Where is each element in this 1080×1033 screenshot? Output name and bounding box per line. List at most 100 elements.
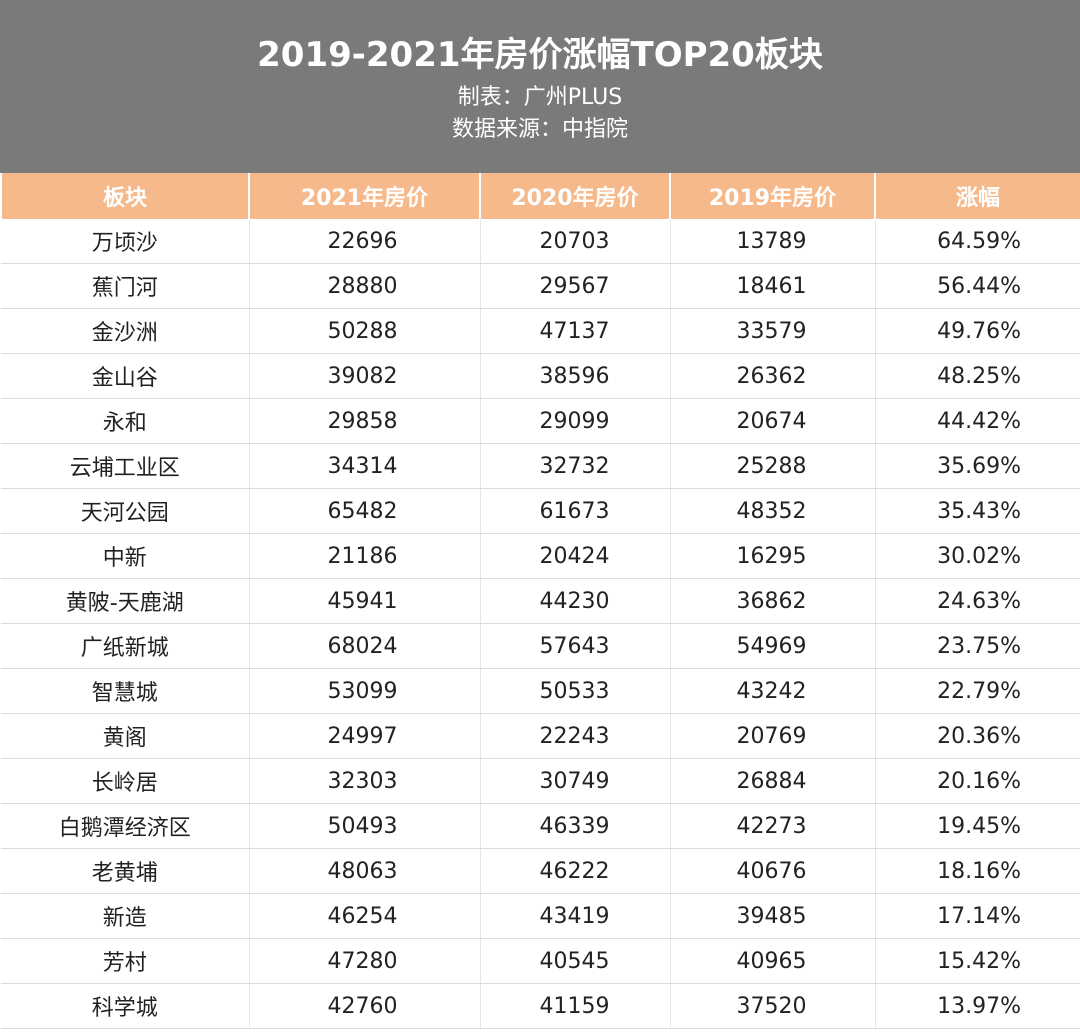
price-2019-cell: 37520 [669, 983, 875, 1029]
growth-cell: 30.02% [874, 533, 1080, 579]
table-row: 永和 29858 29099 20674 44.42% [1, 398, 1080, 444]
growth-cell: 48.25% [874, 353, 1080, 399]
district-cell: 中新 [1, 533, 249, 579]
district-cell: 云埔工业区 [1, 443, 249, 489]
district-cell: 黄陂-天鹿湖 [1, 578, 249, 624]
price-2021-cell: 50493 [248, 803, 480, 849]
price-2021-cell: 46254 [248, 893, 480, 939]
table-row: 天河公园 65482 61673 48352 35.43% [1, 488, 1080, 534]
price-2020-cell: 57643 [479, 623, 670, 669]
price-2019-cell: 20674 [669, 398, 875, 444]
price-2021-cell: 21186 [248, 533, 480, 579]
district-cell: 黄阁 [1, 713, 249, 759]
district-cell: 金山谷 [1, 353, 249, 399]
price-2021-cell: 32303 [248, 758, 480, 804]
district-cell: 万顷沙 [1, 219, 249, 264]
growth-cell: 35.43% [874, 488, 1080, 534]
growth-cell: 19.45% [874, 803, 1080, 849]
district-cell: 白鹅潭经济区 [1, 803, 249, 849]
price-2019-cell: 20769 [669, 713, 875, 759]
price-2021-cell: 53099 [248, 668, 480, 714]
growth-cell: 56.44% [874, 263, 1080, 309]
table-row: 云埔工业区 34314 32732 25288 35.69% [1, 443, 1080, 489]
price-2019-cell: 18461 [669, 263, 875, 309]
page-title: 2019-2021年房价涨幅TOP20板块 [257, 35, 823, 75]
growth-cell: 20.36% [874, 713, 1080, 759]
price-2021-cell: 48063 [248, 848, 480, 894]
price-table: 板块 2021年房价 2020年房价 2019年房价 涨幅 万顷沙 22696 20… [0, 173, 1080, 1029]
growth-cell: 23.75% [874, 623, 1080, 669]
price-2020-cell: 40545 [479, 938, 670, 984]
growth-cell: 44.42% [874, 398, 1080, 444]
price-2021-cell: 50288 [248, 308, 480, 354]
price-2021-cell: 28880 [248, 263, 480, 309]
price-2021-cell: 24997 [248, 713, 480, 759]
price-2021-cell: 34314 [248, 443, 480, 489]
table-row: 黄阁 24997 22243 20769 20.36% [1, 713, 1080, 759]
table-row: 金山谷 39082 38596 26362 48.25% [1, 353, 1080, 399]
column-header-district: 板块 [0, 173, 250, 219]
price-2020-cell: 30749 [479, 758, 670, 804]
growth-cell: 13.97% [874, 983, 1080, 1029]
table-row: 芳村 47280 40545 40965 15.42% [1, 938, 1080, 984]
price-2019-cell: 54969 [669, 623, 875, 669]
table-row: 蕉门河 28880 29567 18461 56.44% [1, 263, 1080, 309]
price-2019-cell: 42273 [669, 803, 875, 849]
price-2019-cell: 39485 [669, 893, 875, 939]
growth-cell: 18.16% [874, 848, 1080, 894]
price-2021-cell: 39082 [248, 353, 480, 399]
price-2020-cell: 38596 [479, 353, 670, 399]
price-2020-cell: 43419 [479, 893, 670, 939]
table-row: 老黄埔 48063 46222 40676 18.16% [1, 848, 1080, 894]
growth-cell: 24.63% [874, 578, 1080, 624]
table-row: 万顷沙 22696 20703 13789 64.59% [1, 219, 1080, 264]
price-2020-cell: 20424 [479, 533, 670, 579]
growth-cell: 35.69% [874, 443, 1080, 489]
table-row: 长岭居 32303 30749 26884 20.16% [1, 758, 1080, 804]
growth-cell: 64.59% [874, 219, 1080, 264]
table-row: 金沙洲 50288 47137 33579 49.76% [1, 308, 1080, 354]
column-header-growth: 涨幅 [874, 173, 1080, 219]
district-cell: 广纸新城 [1, 623, 249, 669]
district-cell: 永和 [1, 398, 249, 444]
table-body: 万顷沙 22696 20703 13789 64.59% 蕉门河 28880 29567 184… [1, 219, 1080, 1029]
price-2020-cell: 32732 [479, 443, 670, 489]
price-2021-cell: 68024 [248, 623, 480, 669]
district-cell: 新造 [1, 893, 249, 939]
price-2020-cell: 29099 [479, 398, 670, 444]
district-cell: 智慧城 [1, 668, 249, 714]
table-row: 新造 46254 43419 39485 17.14% [1, 893, 1080, 939]
table-row: 广纸新城 68024 57643 54969 23.75% [1, 623, 1080, 669]
growth-cell: 22.79% [874, 668, 1080, 714]
price-2021-cell: 45941 [248, 578, 480, 624]
price-2019-cell: 16295 [669, 533, 875, 579]
price-2020-cell: 41159 [479, 983, 670, 1029]
district-cell: 金沙洲 [1, 308, 249, 354]
price-2019-cell: 26362 [669, 353, 875, 399]
price-2021-cell: 22696 [248, 219, 480, 264]
price-2020-cell: 22243 [479, 713, 670, 759]
district-cell: 天河公园 [1, 488, 249, 534]
title-banner: 2019-2021年房价涨幅TOP20板块 制表：广州PLUS 数据来源：中指院 [0, 0, 1080, 173]
price-2020-cell: 44230 [479, 578, 670, 624]
price-2019-cell: 36862 [669, 578, 875, 624]
table-header-row: 板块 2021年房价 2020年房价 2019年房价 涨幅 [0, 173, 1080, 219]
table-row: 白鹅潭经济区 50493 46339 42273 19.45% [1, 803, 1080, 849]
district-cell: 芳村 [1, 938, 249, 984]
growth-cell: 17.14% [874, 893, 1080, 939]
price-2021-cell: 47280 [248, 938, 480, 984]
district-cell: 老黄埔 [1, 848, 249, 894]
price-2019-cell: 43242 [669, 668, 875, 714]
price-2020-cell: 46222 [479, 848, 670, 894]
column-header-price-2021: 2021年房价 [248, 173, 481, 219]
price-2021-cell: 29858 [248, 398, 480, 444]
growth-cell: 49.76% [874, 308, 1080, 354]
price-2020-cell: 29567 [479, 263, 670, 309]
table-row: 黄陂-天鹿湖 45941 44230 36862 24.63% [1, 578, 1080, 624]
price-2020-cell: 20703 [479, 219, 670, 264]
price-2021-cell: 42760 [248, 983, 480, 1029]
growth-cell: 20.16% [874, 758, 1080, 804]
price-2019-cell: 13789 [669, 219, 875, 264]
table-row: 科学城 42760 41159 37520 13.97% [1, 983, 1080, 1029]
price-2019-cell: 48352 [669, 488, 875, 534]
